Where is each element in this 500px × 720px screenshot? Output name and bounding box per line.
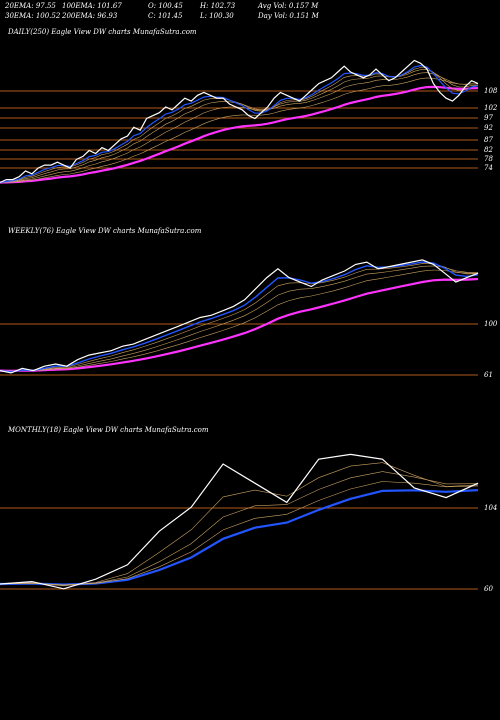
level-label-0-2: 97 [484, 114, 493, 122]
level-label-0-5: 82 [484, 146, 493, 154]
level-label-2-1: 60 [484, 585, 493, 593]
level-label-1-1: 61 [484, 371, 493, 379]
weekly-panel-title: WEEKLY(76) Eagle View DW charts MunafaSu… [8, 227, 202, 235]
ema-line-2-2 [0, 471, 479, 586]
avg-vol-label: Avg Vol: 0.157 M [258, 2, 319, 10]
price-line-2 [0, 453, 479, 590]
low-label: L: 100.30 [200, 12, 234, 20]
ema-line-2-0 [0, 489, 479, 586]
level-label-0-6: 78 [484, 155, 493, 163]
day-vol-label: Day Vol: 0.151 M [258, 12, 319, 20]
ema-line-1-1 [0, 269, 478, 372]
close-label: C: 101.45 [148, 12, 183, 20]
daily-panel-title: DAILY(250) Eagle View DW charts MunafaSu… [8, 28, 197, 36]
ema-line-0-2 [0, 72, 479, 183]
ema200-label: 200EMA: 96.93 [62, 12, 118, 20]
level-label-0-1: 102 [484, 104, 498, 112]
ema-line-0-0 [0, 85, 479, 184]
ema-line-1-2 [0, 265, 479, 372]
level-label-2-0: 104 [484, 504, 497, 512]
ema20-label: 20EMA: 97.55 [5, 2, 56, 10]
level-label-0-3: 92 [484, 124, 493, 132]
level-label-0-0: 108 [484, 87, 498, 95]
level-label-1-0: 100 [484, 320, 498, 328]
high-label: H: 102.73 [200, 2, 236, 10]
monthly-panel-title: MONTHLY(18) Eagle View DW charts MunafaS… [8, 426, 209, 434]
level-label-0-4: 87 [484, 136, 493, 144]
ema100-label: 100EMA: 101.67 [62, 2, 122, 10]
ema-line-0-1 [0, 77, 478, 183]
level-label-0-7: 74 [484, 164, 493, 172]
ema-line-1-4 [0, 261, 479, 373]
ema-line-1-3 [0, 263, 479, 372]
ema-line-0-5 [0, 64, 479, 184]
price-line-1 [0, 259, 479, 374]
open-label: O: 100.45 [148, 2, 183, 10]
price-line-0 [0, 59, 479, 184]
ema30-label: 30EMA: 100.52 [5, 12, 61, 20]
ema-line-1-0 [0, 277, 479, 373]
